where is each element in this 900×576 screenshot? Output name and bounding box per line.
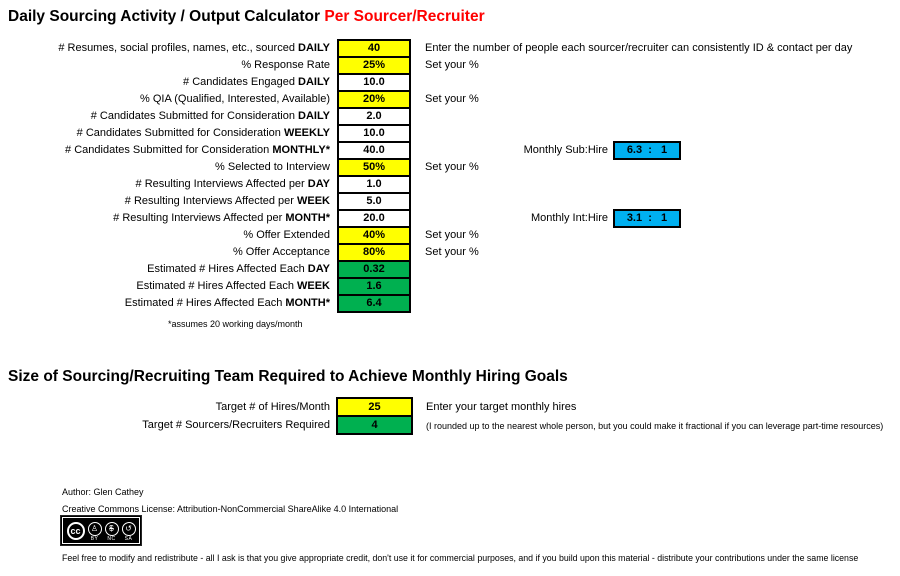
input-cell[interactable]: 80% — [337, 243, 411, 262]
row-label: Target # of Hires/Month — [215, 401, 330, 413]
calc-row: # Resulting Interviews Affected per DAY … — [0, 175, 900, 194]
row-label: # Resulting Interviews Affected per WEEK — [124, 195, 330, 207]
row-label: % Selected to Interview — [215, 161, 330, 173]
page-title: Daily Sourcing Activity / Output Calcula… — [8, 8, 485, 26]
footnote: *assumes 20 working days/month — [168, 319, 303, 329]
non-commercial-icon: $ — [104, 521, 119, 536]
row-label: Estimated # Hires Affected Each MONTH* — [124, 297, 330, 309]
calc-row: % QIA (Qualified, Interested, Available)… — [0, 90, 900, 109]
ratio-cell: 3.1 : 1 — [613, 209, 681, 228]
input-cell[interactable]: 25 — [336, 397, 413, 417]
calc-row: % Selected to Interview 50% Set your % — [0, 158, 900, 177]
team-table: Target # of Hires/Month 25 Enter your ta… — [0, 397, 900, 435]
row-note: Set your % — [425, 161, 479, 173]
result-cell: 6.4 — [337, 294, 411, 313]
input-cell[interactable]: 50% — [337, 158, 411, 177]
row-label: % QIA (Qualified, Interested, Available) — [140, 93, 330, 105]
calculator-table: # Resumes, social profiles, names, etc.,… — [0, 39, 900, 313]
row-note: Set your % — [425, 229, 479, 241]
calc-row: # Resumes, social profiles, names, etc.,… — [0, 39, 900, 58]
row-label: # Resumes, social profiles, names, etc.,… — [58, 42, 330, 54]
calc-row: # Candidates Submitted for Consideration… — [0, 141, 900, 160]
calc-row: % Offer Extended 40% Set your % — [0, 226, 900, 245]
calc-row: # Resulting Interviews Affected per MONT… — [0, 209, 900, 228]
ratio-label: Monthly Int:Hire — [530, 212, 608, 224]
attribution-item: ♙ BY — [87, 521, 102, 542]
row-note: Set your % — [425, 246, 479, 258]
row-note: (I rounded up to the nearest whole perso… — [426, 421, 884, 431]
row-label: Target # Sourcers/Recruiters Required — [142, 419, 330, 431]
calc-cell: 10.0 — [337, 124, 411, 143]
row-label: Estimated # Hires Affected Each DAY — [147, 263, 330, 275]
team-row: Target # Sourcers/Recruiters Required 4 … — [0, 415, 900, 435]
result-cell: 4 — [336, 415, 413, 435]
row-label: Estimated # Hires Affected Each WEEK — [136, 280, 330, 292]
row-note: Enter the number of people each sourcer/… — [425, 42, 853, 54]
calc-row: # Candidates Engaged DAILY 10.0 — [0, 73, 900, 92]
share-alike-icon: ↺ — [121, 521, 136, 536]
calc-row: # Candidates Submitted for Consideration… — [0, 124, 900, 143]
row-label: # Candidates Submitted for Consideration… — [90, 110, 330, 122]
share-alike-label: SA — [124, 535, 133, 542]
section-title-team: Size of Sourcing/Recruiting Team Require… — [8, 368, 568, 385]
calc-row: Estimated # Hires Affected Each DAY 0.32 — [0, 260, 900, 279]
row-label: # Candidates Engaged DAILY — [183, 76, 330, 88]
disclaimer-line: Feel free to modify and redistribute - a… — [62, 553, 859, 563]
ratio-label: Monthly Sub:Hire — [523, 144, 608, 156]
calc-row: Estimated # Hires Affected Each WEEK 1.6 — [0, 277, 900, 296]
non-commercial-item: $ NC — [104, 521, 119, 542]
calc-row: % Response Rate 25% Set your % — [0, 56, 900, 75]
author-line: Author: Glen Cathey — [62, 487, 144, 497]
row-note: Set your % — [425, 59, 479, 71]
row-label: # Candidates Submitted for Consideration… — [76, 127, 330, 139]
non-commercial-label: NC — [107, 535, 116, 542]
attribution-person-icon: ♙ — [87, 521, 102, 536]
share-alike-item: ↺ SA — [121, 521, 136, 542]
row-label: # Resulting Interviews Affected per MONT… — [113, 212, 330, 224]
attribution-label: BY — [90, 535, 99, 542]
calc-row: Estimated # Hires Affected Each MONTH* 6… — [0, 294, 900, 313]
row-label: # Candidates Submitted for Consideration… — [65, 144, 330, 156]
row-label: % Offer Extended — [243, 229, 330, 241]
row-note: Enter your target monthly hires — [426, 401, 577, 413]
page-title-accent: Per Sourcer/Recruiter — [324, 8, 485, 25]
calc-row: % Offer Acceptance 80% Set your % — [0, 243, 900, 262]
calc-row: # Resulting Interviews Affected per WEEK… — [0, 192, 900, 211]
cc-license-badge[interactable]: cc ♙ BY $ NC ↺ SA — [60, 515, 142, 546]
row-label: # Resulting Interviews Affected per DAY — [135, 178, 330, 190]
row-label: % Offer Acceptance — [232, 246, 330, 258]
ratio-cell: 6.3 : 1 — [613, 141, 681, 160]
cc-logo-icon: cc — [66, 521, 85, 540]
license-line: Creative Commons License: Attribution-No… — [62, 504, 399, 514]
cc-badge-frame: cc ♙ BY $ NC ↺ SA — [62, 517, 140, 544]
team-row: Target # of Hires/Month 25 Enter your ta… — [0, 397, 900, 417]
page-title-main: Daily Sourcing Activity / Output Calcula… — [8, 8, 325, 25]
row-note: Set your % — [425, 93, 479, 105]
calc-row: # Candidates Submitted for Consideration… — [0, 107, 900, 126]
row-label: % Response Rate — [241, 59, 330, 71]
